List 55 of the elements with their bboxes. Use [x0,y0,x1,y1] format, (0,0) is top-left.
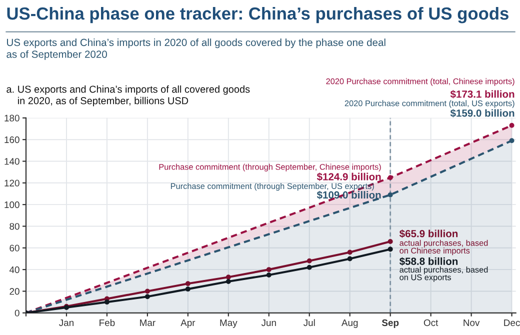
point [306,258,312,264]
annotation: $58.8 billion [399,257,458,266]
text: 2020 Purchase commitment (total, Chinese imports) [326,78,514,86]
annotation: $109.0 billion [316,190,381,200]
annotation: $124.9 billion [316,172,381,182]
y-tick-label: 140 [4,158,20,165]
point [226,274,231,280]
point [509,138,514,144]
y-tick-label: 0 [14,310,20,316]
x-tick-label: Feb [100,319,115,326]
x-tick-label: Dec [504,319,520,326]
y-tick-label: 100 [4,201,20,208]
annotation: actual purchases, based on US exports [400,266,488,282]
chart-subtitle: US exports and China’s imports in 2020 of all goods covered by the phase one deal as of September 2020 [6,38,386,60]
point [266,272,272,278]
text: $173.1 billion [450,90,514,98]
point [144,288,150,294]
point [388,192,393,198]
point [347,256,352,262]
y-tick-label: 180 [4,114,20,122]
point [144,294,150,300]
x-tick-label: Jan [59,319,74,326]
y-tick-label: 40 [9,266,20,274]
x-tick-label: Oct [424,319,438,326]
point [388,175,393,180]
x-tick-label: Apr [180,319,196,328]
x-tick-label: Sep [382,319,399,328]
y-tick-label: 60 [10,244,20,252]
y-tick-label: 160 [4,136,20,144]
y-tick-label: 80 [10,223,20,230]
point [104,300,110,305]
point [388,246,393,252]
y-tick-label: 20 [10,288,20,295]
text: 2020 Purchase commitment (total, US exports) [344,100,514,108]
point [306,264,312,270]
point [347,250,352,255]
y-axis-title: a. US exports and China’s imports of all covered goods in 2020, as of September, billions USD [6,85,250,106]
x-tick-label: Nov [464,319,480,326]
point [266,267,272,272]
x-tick-label: May [220,319,238,328]
annotation: actual purchases, based on Chinese imports [400,240,488,256]
x-tick-label: Jul [303,319,315,326]
y-tick-label: 120 [4,180,20,186]
chart-title: US-China phase one tracker: China’s purchases of US goods [7,6,508,24]
x-tick-label: Mar [140,319,156,326]
point [185,286,190,292]
annotation: $65.9 billion [399,230,458,238]
text: $159.0 billion [450,109,514,118]
x-tick-label: Jun [261,319,276,326]
point [509,122,514,128]
point [185,281,190,286]
annotation: Purchase commitment (through September, Chinese imports) [159,164,381,172]
point [226,278,231,284]
x-tick-label: Aug [341,319,358,328]
point [388,239,393,244]
